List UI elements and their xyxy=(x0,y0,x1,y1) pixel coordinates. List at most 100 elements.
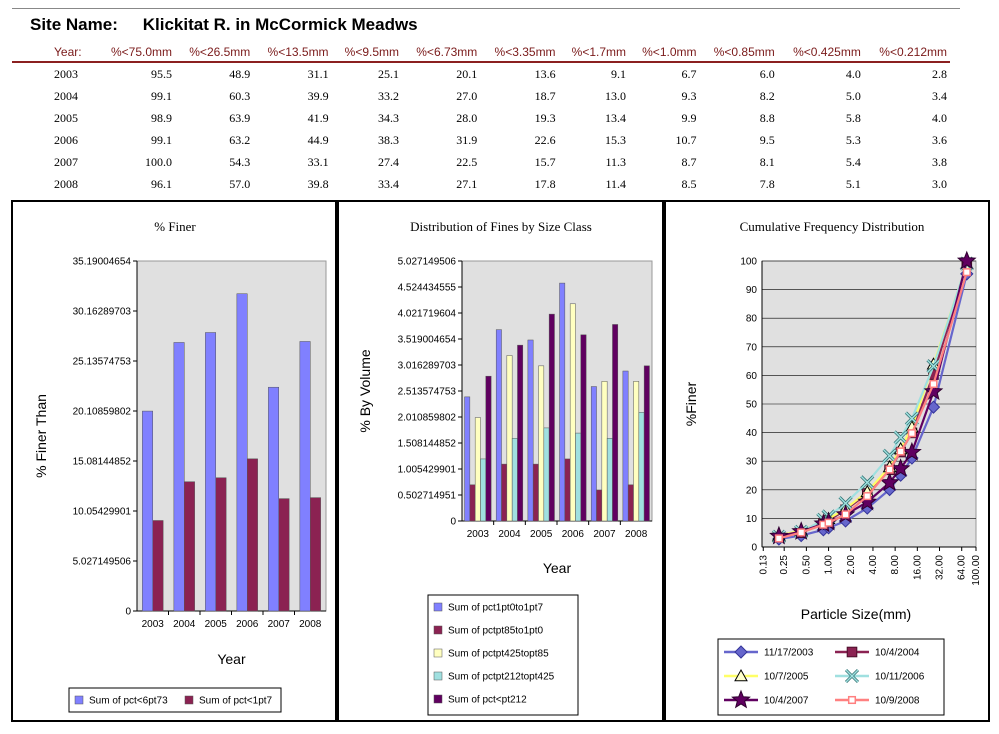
bar xyxy=(606,437,613,522)
x-tick-label: 2.00 xyxy=(846,555,857,575)
open-square-marker xyxy=(847,695,857,705)
bar xyxy=(268,386,279,612)
bar xyxy=(548,313,555,522)
x-tick-label: 2008 xyxy=(299,619,322,630)
x-tick-label: 8.00 xyxy=(890,555,901,575)
x-tick-label: 100.00 xyxy=(971,555,982,586)
table-cell: 13.4 xyxy=(605,110,627,125)
x-tick-label: 2005 xyxy=(530,529,553,540)
chart-title: Distribution of Fines by Size Class xyxy=(410,219,592,234)
series-5 xyxy=(774,268,971,543)
open-square-marker xyxy=(896,447,905,456)
y-tick-label: 5.027149506 xyxy=(73,557,132,568)
open-square-marker xyxy=(841,510,850,519)
bar xyxy=(173,342,185,612)
y-tick-label: 40 xyxy=(746,428,758,439)
table-cell: 13.6 xyxy=(534,66,556,81)
table-cell: 6.7 xyxy=(681,66,697,81)
table-cell: 7.8 xyxy=(759,176,775,191)
y-tick-label: 20 xyxy=(746,485,758,496)
open-square-marker xyxy=(929,379,938,389)
row-year-cell: 2003 xyxy=(54,66,78,81)
table-cell: 5.4 xyxy=(845,154,861,169)
y-tick-label: 0 xyxy=(125,607,131,618)
column-header: %<26.5mm xyxy=(175,42,254,63)
chart-title: % Finer xyxy=(154,219,196,234)
table-cell: 57.0 xyxy=(229,176,251,191)
table-cell: 10.7 xyxy=(675,132,697,147)
y-tick-label: 4.021719604 xyxy=(398,309,457,320)
column-header: %<1.7mm xyxy=(558,42,630,63)
y-tick-label: 10.05429901 xyxy=(73,507,132,518)
x-tick-label: 1.00 xyxy=(824,555,835,575)
table-cell: 13.0 xyxy=(605,88,627,103)
table-cell: 27.0 xyxy=(456,88,478,103)
finer-bar-chart: % Finer 0 5.027149506 10.05429901 15.0814485… xyxy=(33,219,327,713)
bar xyxy=(527,339,534,522)
legend-label: 10/7/2005 xyxy=(764,672,809,683)
site-header: Site Name: Klickitat R. in McCormick Mea… xyxy=(30,15,418,35)
table-cell: 44.9 xyxy=(307,132,329,147)
bar xyxy=(247,458,258,612)
y-tick-label: 10 xyxy=(746,514,758,525)
table-row: 2007 100.0 54.3 33.1 27.4 22.5 15.7 11.3 8.7 8.1 5… xyxy=(12,151,950,173)
bar xyxy=(622,370,629,522)
table-cell: 22.6 xyxy=(534,132,556,147)
table-cell: 5.8 xyxy=(845,110,861,125)
bar xyxy=(643,365,650,522)
legend-swatch xyxy=(433,671,443,681)
table-cell: 11.3 xyxy=(605,154,627,169)
y-tick-label: 70 xyxy=(746,342,758,353)
table-row: 2005 98.9 63.9 41.9 34.3 28.0 19.3 13.4 9.9 8.8 5.… xyxy=(12,107,950,129)
y-tick-label: 90 xyxy=(746,285,758,296)
star-marker xyxy=(923,381,944,401)
column-header: %<75.0mm xyxy=(96,42,176,63)
bar xyxy=(575,432,582,522)
table-cell: 6.0 xyxy=(759,66,775,81)
bar xyxy=(532,463,539,522)
site-name-label: Site Name: xyxy=(30,15,118,34)
legend-label: Sum of pctpt212topt425 xyxy=(448,672,555,683)
bar xyxy=(474,417,481,522)
y-tick-label: 35.19004654 xyxy=(73,257,132,268)
table-cell: 95.5 xyxy=(151,66,173,81)
y-tick-label: 100 xyxy=(740,257,757,268)
column-header: %<3.35mm xyxy=(480,42,559,63)
column-header-year: Year: xyxy=(12,42,97,63)
table-cell: 17.8 xyxy=(534,176,556,191)
table-cell: 19.3 xyxy=(534,110,556,125)
y-axis-title: % Finer Than xyxy=(33,394,49,478)
open-square-marker xyxy=(907,429,916,438)
x-tick-label: 0.13 xyxy=(758,555,769,575)
legend-label: 11/17/2003 xyxy=(764,648,814,659)
bar xyxy=(278,498,290,612)
table-cell: 31.1 xyxy=(307,66,329,81)
x-tick-label: 2003 xyxy=(467,529,490,540)
table-cell: 63.9 xyxy=(229,110,251,125)
star-marker xyxy=(890,458,911,478)
star-marker xyxy=(857,491,878,511)
y-axis-title: %Finer xyxy=(683,381,699,426)
bar xyxy=(538,365,545,522)
table-cell: 39.8 xyxy=(307,176,329,191)
table-cell: 98.9 xyxy=(151,110,173,125)
y-axis-title: % By Volume xyxy=(357,349,373,432)
open-square-marker xyxy=(774,534,783,543)
x-tick-label: 64.00 xyxy=(957,555,968,580)
legend-swatch xyxy=(433,648,443,658)
table-row: 2004 99.1 60.3 39.9 33.2 27.0 18.7 13.0 9.3 8.2 5.… xyxy=(12,85,950,107)
table-cell: 5.1 xyxy=(845,176,861,191)
table-cell: 22.5 xyxy=(456,154,478,169)
y-tick-label: 50 xyxy=(746,400,758,411)
column-header: %<6.73mm xyxy=(402,42,481,63)
table-cell: 9.1 xyxy=(611,66,627,81)
x-tick-label: 4.00 xyxy=(868,555,879,575)
x-marker-inner xyxy=(839,496,853,510)
legend-label: Sum of pctpt425topt85 xyxy=(448,649,549,660)
x-tick-label: 2003 xyxy=(142,619,165,630)
table-cell: 96.1 xyxy=(151,176,173,191)
bar xyxy=(627,484,634,522)
legend-label: 10/11/2006 xyxy=(875,672,925,683)
table-cell: 34.3 xyxy=(378,110,400,125)
x-tick-label: 32.00 xyxy=(935,555,946,580)
